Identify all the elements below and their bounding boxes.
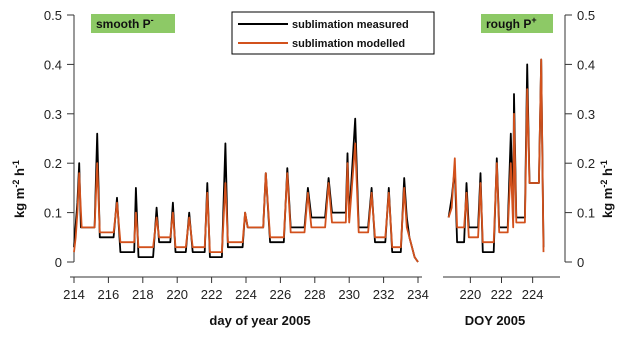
smooth-panel-badge: smooth P-: [91, 14, 175, 33]
right-y-ticks: 0 0.1 0.2 0.3 0.4 0.5: [565, 8, 595, 270]
left-x-tick-label: 226: [270, 287, 292, 302]
right-x-tick-label: 220: [460, 287, 482, 302]
left-x-axis-title: day of year 2005: [209, 313, 310, 328]
right-y-tick-label: 0.2: [577, 156, 595, 171]
left-series-modelled-line: [73, 142, 419, 263]
smooth-badge-background: [91, 14, 175, 33]
right-y-tick-label: 0.3: [577, 107, 595, 122]
rough-badge-label: rough P+: [486, 15, 537, 31]
left-x-tick-label: 214: [63, 287, 85, 302]
rough-panel-badge: rough P+: [481, 14, 553, 33]
left-panel-series: [73, 117, 419, 263]
rough-badge-background: [481, 14, 553, 33]
legend-box: [231, 11, 435, 55]
left-x-tick-label: 222: [201, 287, 223, 302]
right-panel-series: [447, 58, 545, 253]
left-y-tick-label: 0.1: [44, 206, 62, 221]
left-y-tick-label: 0.3: [44, 107, 62, 122]
left-y-tick-label: 0.2: [44, 156, 62, 171]
right-y-tick-label: 0.4: [577, 57, 595, 72]
left-x-tick-label: 230: [338, 287, 360, 302]
legend-label-measured: sublimation measured: [292, 19, 409, 31]
right-y-tick-label: 0.5: [577, 8, 595, 23]
left-y-tick-label: 0.5: [44, 8, 62, 23]
right-y-tick-label: 0.1: [577, 206, 595, 221]
left-x-tick-label: 234: [407, 287, 429, 302]
right-x-tick-label: 222: [491, 287, 513, 302]
right-x-axis-title: DOY 2005: [465, 313, 525, 328]
left-y-axis-title: kg m-2 h-1: [11, 160, 27, 218]
right-x-ticks: 220 222 224: [460, 277, 544, 302]
left-y-ticks: 0 0.1 0.2 0.3 0.4 0.5: [44, 8, 74, 270]
left-x-tick-label: 216: [98, 287, 120, 302]
right-y-tick-label: 0: [577, 255, 584, 270]
legend: sublimation measured sublimation modelle…: [231, 11, 435, 55]
left-x-tick-label: 224: [235, 287, 257, 302]
right-x-tick-label: 224: [522, 287, 544, 302]
left-y-tick-label: 0: [55, 255, 62, 270]
left-x-tick-label: 218: [132, 287, 154, 302]
left-x-tick-label: 220: [166, 287, 188, 302]
left-x-ticks: 214 216 218 220 222 224 226 228 230 232 234: [63, 277, 429, 302]
right-y-axis-title: kg m-2 h-1: [599, 160, 615, 218]
right-series-modelled-line: [447, 58, 545, 253]
left-x-tick-label: 232: [373, 287, 395, 302]
left-x-tick-label: 228: [304, 287, 326, 302]
smooth-badge-label: smooth P-: [96, 15, 154, 31]
left-y-tick-label: 0.4: [44, 57, 62, 72]
legend-label-modelled: sublimation modelled: [292, 38, 405, 50]
